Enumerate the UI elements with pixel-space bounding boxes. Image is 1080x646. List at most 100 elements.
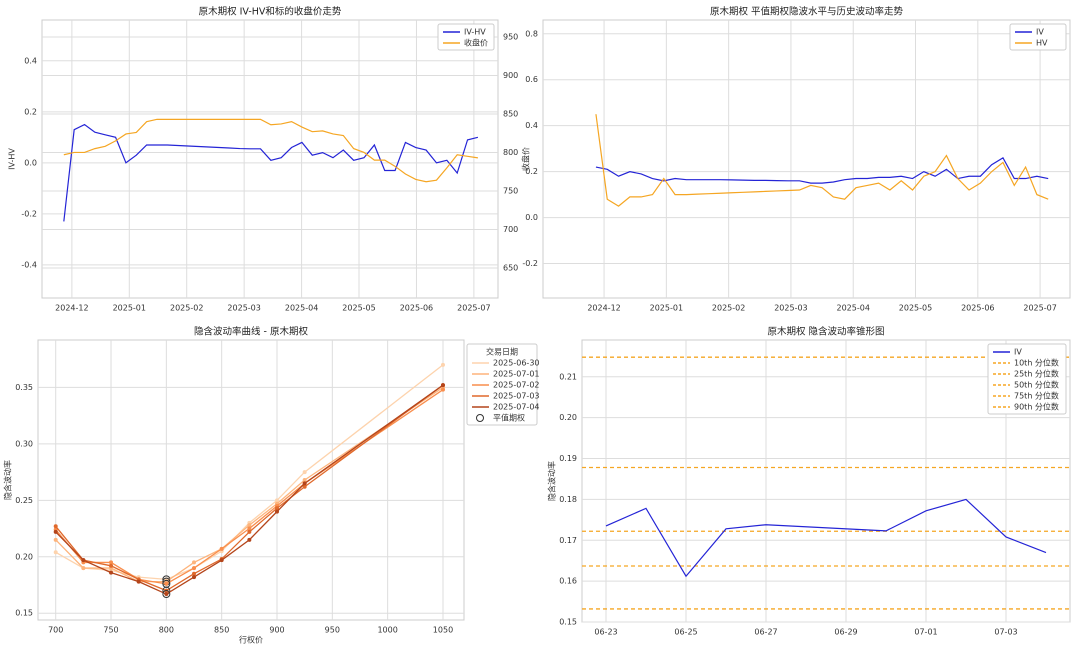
point xyxy=(109,570,114,575)
y-tick-label: 0.21 xyxy=(559,372,577,381)
point xyxy=(302,484,307,489)
legend-label: IV-HV xyxy=(464,28,486,37)
chart-title: 原木期权 隐含波动率锥形图 xyxy=(767,326,884,338)
y-tick-label: 0.8 xyxy=(525,29,538,38)
point xyxy=(247,526,252,531)
legend-label: 2025-07-01 xyxy=(493,370,540,379)
point xyxy=(247,537,252,542)
x-tick-label: 2025-06 xyxy=(400,304,433,313)
legend-label: IV xyxy=(1036,28,1044,37)
x-tick-label: 2025-04 xyxy=(837,304,870,313)
y2-tick-label: 750 xyxy=(503,186,518,195)
x-tick-label: 2025-01 xyxy=(650,304,683,313)
y-tick-label: 0.19 xyxy=(559,454,577,463)
y-tick-label: 0.35 xyxy=(15,383,33,392)
y-tick-label: 0.16 xyxy=(559,577,577,586)
legend xyxy=(987,343,1067,415)
point xyxy=(53,524,58,529)
y-tick-label: 0.2 xyxy=(24,107,37,116)
y2-tick-label: 900 xyxy=(503,71,518,80)
point xyxy=(192,566,197,571)
x-tick-label: 2025-03 xyxy=(774,304,807,313)
point xyxy=(192,560,197,565)
point xyxy=(81,566,86,571)
y2-tick-label: 650 xyxy=(503,263,518,272)
x-tick-label: 1000 xyxy=(377,626,397,635)
x-tick-label: 06-27 xyxy=(754,628,777,637)
point xyxy=(192,575,197,580)
point xyxy=(164,592,169,597)
x-tick-label: 900 xyxy=(269,626,284,635)
legend-label: HV xyxy=(1036,39,1048,48)
y-tick-label: 0.2 xyxy=(525,167,538,176)
y-tick-label: -0.4 xyxy=(21,260,37,269)
point xyxy=(275,506,280,511)
point xyxy=(219,558,224,563)
y-tick-label: 0.17 xyxy=(559,536,577,545)
legend-label: 收盘价 xyxy=(464,38,488,48)
x-tick-label: 06-23 xyxy=(594,628,617,637)
legend-swatch xyxy=(476,414,484,422)
x-tick-label: 2025-06 xyxy=(961,304,994,313)
y-tick-label: 0.15 xyxy=(559,618,577,627)
chart-title: 原木期权 平值期权隐波水平与历史波动率走势 xyxy=(710,6,904,18)
x-tick-label: 700 xyxy=(48,626,63,635)
y-tick-label: 0.20 xyxy=(15,552,33,561)
x-tick-label: 06-25 xyxy=(674,628,697,637)
x-tick-label: 2025-07 xyxy=(457,304,490,313)
point xyxy=(109,560,114,565)
x-tick-label: 2025-02 xyxy=(170,304,203,313)
legend-label: IV xyxy=(1014,348,1022,357)
chart-title: 隐含波动率曲线 - 原木期权 xyxy=(194,326,308,338)
x-tick-label: 850 xyxy=(214,626,229,635)
legend-label: 90th 分位数 xyxy=(1014,402,1059,412)
legend-label: 平值期权 xyxy=(493,413,525,423)
x-tick-label: 2025-05 xyxy=(899,304,932,313)
y2-tick-label: 800 xyxy=(503,148,518,157)
y-tick-label: 0.6 xyxy=(525,75,538,84)
series-line xyxy=(605,498,1047,578)
point xyxy=(81,558,86,563)
y-axis-label: IV-HV xyxy=(8,148,17,170)
x-tick-label: 2024-12 xyxy=(587,304,620,313)
legend-label: 2025-07-03 xyxy=(493,392,540,401)
legend-title: 交易日期 xyxy=(486,347,518,357)
series-line xyxy=(595,114,1049,207)
y-tick-label: -0.2 xyxy=(21,209,37,218)
point xyxy=(440,383,445,388)
point xyxy=(302,470,307,475)
x-tick-label: 2025-04 xyxy=(285,304,318,313)
plot-area xyxy=(37,339,465,621)
y-tick-label: -0.2 xyxy=(522,259,538,268)
point xyxy=(275,498,280,503)
y-tick-label: 0.0 xyxy=(525,213,538,222)
point xyxy=(440,362,445,367)
atm-marker xyxy=(162,590,171,599)
x-tick-label: 07-01 xyxy=(914,628,937,637)
point xyxy=(219,546,224,551)
legend-label: 10th 分位数 xyxy=(1014,358,1059,368)
point xyxy=(164,581,169,586)
x-tick-label: 2025-05 xyxy=(342,304,375,313)
legend xyxy=(466,343,538,426)
x-axis-label: 行权价 xyxy=(239,635,263,645)
x-tick-label: 2024-12 xyxy=(55,304,88,313)
point xyxy=(302,478,307,482)
chart-title: 原木期权 IV-HV和标的收盘价走势 xyxy=(199,6,342,18)
y-tick-label: 0.0 xyxy=(24,158,37,167)
legend-label: 75th 分位数 xyxy=(1014,391,1059,401)
legend-label: 2025-06-30 xyxy=(493,359,540,368)
point xyxy=(247,523,252,528)
x-tick-label: 07-03 xyxy=(994,628,1017,637)
point xyxy=(247,529,252,534)
y-tick-label: 0.4 xyxy=(525,121,538,130)
y2-tick-label: 850 xyxy=(503,109,518,118)
x-tick-label: 950 xyxy=(325,626,340,635)
y-tick-label: 0.25 xyxy=(15,496,33,505)
point xyxy=(53,550,58,555)
x-tick-label: 06-29 xyxy=(834,628,857,637)
point xyxy=(53,537,58,542)
y-tick-label: 0.30 xyxy=(15,439,33,448)
x-tick-label: 1050 xyxy=(433,626,453,635)
